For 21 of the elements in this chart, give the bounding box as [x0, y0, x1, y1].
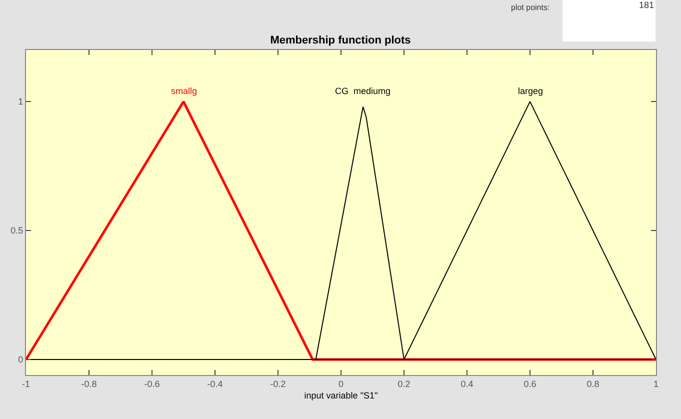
- series-label: largeg: [518, 86, 544, 96]
- x-tick-label: -0.8: [81, 378, 97, 389]
- x-tick-label: -0.6: [144, 378, 160, 389]
- x-axis-title: input variable "S1": [304, 390, 378, 401]
- y-tick-label: 1: [18, 96, 24, 107]
- x-tick-label: 0: [338, 378, 344, 389]
- y-tick-label: 0.5: [10, 226, 24, 236]
- x-tick-label: 0.8: [586, 378, 600, 389]
- text: 181: [638, 0, 654, 10]
- text: plot points:: [511, 3, 550, 12]
- y-tick-label: 0: [18, 354, 24, 365]
- x-tick-label: -0.2: [270, 378, 286, 389]
- series-label: CG mediumg: [335, 86, 391, 96]
- x-tick-label: -0.4: [207, 378, 223, 389]
- series-label: smallg: [171, 86, 198, 96]
- x-tick-label: -1: [22, 378, 30, 389]
- chart-title: Membership function plots: [270, 34, 411, 47]
- x-tick-label: 1: [653, 378, 659, 389]
- x-tick-label: 0.4: [460, 378, 474, 389]
- x-tick-label: 0.6: [524, 378, 536, 389]
- x-tick-label: 0.2: [398, 378, 410, 389]
